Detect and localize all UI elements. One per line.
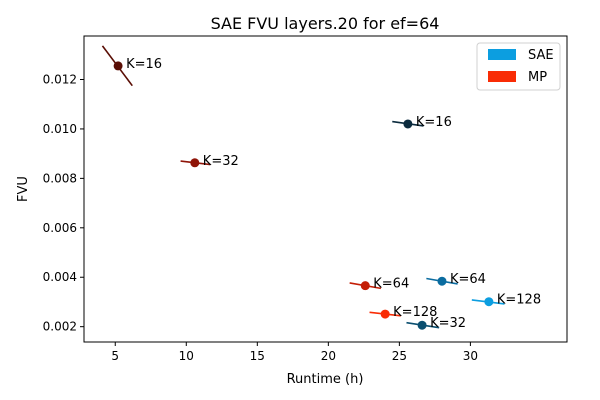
data-point xyxy=(417,320,427,330)
legend-label-sae: SAE xyxy=(528,48,554,63)
data-point xyxy=(437,276,447,286)
data-point-group: K=128 xyxy=(369,305,437,320)
legend: SAE MP xyxy=(476,42,561,91)
y-tick-label: 0.008 xyxy=(43,171,77,185)
data-point-group: K=16 xyxy=(392,115,452,130)
data-point-group: K=16 xyxy=(101,45,162,87)
x-tick-label: 30 xyxy=(463,349,478,363)
data-point xyxy=(380,309,390,319)
data-point xyxy=(190,158,200,168)
x-tick-label: 25 xyxy=(392,349,407,363)
data-label: K=16 xyxy=(126,57,162,72)
y-tick-label: 0.004 xyxy=(43,270,77,284)
y-tick-label: 0.010 xyxy=(43,122,77,136)
data-point xyxy=(360,281,370,291)
data-point-group: K=64 xyxy=(349,277,409,292)
legend-swatch-mp xyxy=(488,71,516,82)
plot-frame xyxy=(83,35,568,343)
y-tick-label: 0.012 xyxy=(43,73,77,87)
data-label: K=64 xyxy=(450,272,486,287)
data-point-group: K=32 xyxy=(406,316,466,331)
x-axis-label: Runtime (h) xyxy=(287,372,364,387)
plot-area: K=16 K=32 K=64 K=128 K=16 K=32 K=64 K=128 xyxy=(101,45,541,331)
x-tick-label: 15 xyxy=(250,349,265,363)
data-label: K=32 xyxy=(430,316,466,331)
data-label: K=16 xyxy=(416,115,452,130)
data-point xyxy=(484,297,494,307)
x-tick-label: 5 xyxy=(111,349,119,363)
x-axis: 5 10 15 20 25 30 xyxy=(111,342,478,363)
y-tick-label: 0.006 xyxy=(43,221,77,235)
data-point xyxy=(113,61,123,71)
y-axis: 0.002 0.004 0.006 0.008 0.010 0.012 xyxy=(43,73,84,334)
x-tick-label: 10 xyxy=(179,349,194,363)
chart-title: SAE FVU layers.20 for ef=64 xyxy=(211,14,440,33)
y-axis-label: FVU xyxy=(16,176,31,202)
data-label: K=32 xyxy=(203,154,239,169)
data-label: K=128 xyxy=(393,305,437,320)
data-point-group: K=64 xyxy=(426,272,486,287)
data-point-group: K=128 xyxy=(471,293,541,308)
legend-swatch-sae xyxy=(488,49,516,60)
data-label: K=128 xyxy=(497,293,541,308)
data-point xyxy=(403,119,413,129)
y-tick-label: 0.002 xyxy=(43,320,77,334)
data-point-group: K=32 xyxy=(180,154,239,169)
data-label: K=64 xyxy=(373,277,409,292)
x-tick-label: 20 xyxy=(321,349,336,363)
legend-label-mp: MP xyxy=(528,70,547,85)
